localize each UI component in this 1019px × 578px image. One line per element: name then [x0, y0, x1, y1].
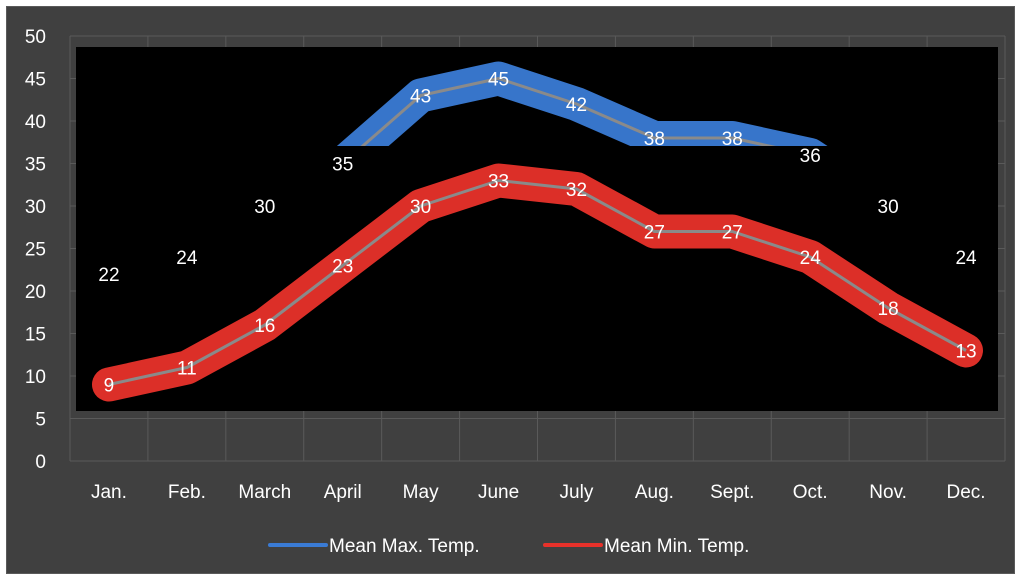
data-label: 38	[722, 129, 743, 150]
data-label: 24	[176, 248, 198, 269]
data-label: 11	[177, 359, 197, 380]
y-axis-ticks: 0 5 10 15 20 25 30 35 40 45 50	[25, 27, 46, 473]
legend-item: Mean Min. Temp.	[543, 536, 749, 557]
x-axis-ticks: Jan. Feb. March April May June July Aug. Sept. Oc…	[91, 482, 986, 503]
y-tick-label: 50	[25, 27, 46, 48]
data-label: 22	[98, 265, 119, 286]
data-label: 18	[878, 299, 899, 320]
y-tick-label: 0	[35, 452, 46, 473]
data-label: 24	[955, 248, 977, 269]
x-tick-label: Feb.	[168, 482, 206, 503]
data-label: 30	[878, 197, 899, 218]
y-tick-label: 10	[25, 367, 46, 388]
data-label: 16	[254, 316, 275, 337]
data-label: 30	[254, 197, 275, 218]
data-label: 24	[800, 248, 822, 269]
x-tick-label: Aug.	[635, 482, 674, 503]
legend: Mean Max. Temp. Mean Min. Temp.	[268, 536, 749, 557]
y-tick-label: 15	[25, 325, 46, 346]
x-tick-label: Oct.	[793, 482, 828, 503]
x-tick-label: Jan.	[91, 482, 127, 503]
y-tick-label: 35	[25, 155, 46, 176]
data-label: 27	[644, 223, 665, 244]
y-tick-label: 20	[25, 282, 46, 303]
series-1	[92, 163, 983, 402]
x-tick-label: Dec.	[947, 482, 986, 503]
y-tick-label: 5	[35, 410, 46, 431]
series-line	[360, 77, 776, 146]
x-tick-label: April	[324, 482, 362, 503]
x-tick-label: Nov.	[869, 482, 907, 503]
y-tick-label: 30	[25, 197, 46, 218]
y-tick-label: 45	[25, 70, 46, 91]
y-tick-label: 40	[25, 112, 46, 133]
x-tick-label: July	[560, 482, 594, 503]
data-label: 42	[566, 95, 587, 116]
x-tick-label: June	[478, 482, 519, 503]
data-label: 13	[955, 342, 976, 363]
x-tick-label: Sept.	[710, 482, 754, 503]
x-tick-label: May	[403, 482, 439, 503]
legend-item: Mean Max. Temp.	[268, 536, 480, 557]
series-layer	[92, 61, 983, 402]
data-label: 43	[410, 87, 431, 108]
data-label: 33	[488, 172, 509, 193]
y-tick-label: 25	[25, 240, 46, 261]
data-label: 9	[104, 376, 115, 397]
series-line	[108, 179, 967, 386]
data-labels: 22 24 30 35 43 45 42 38 38 36 30 24 9 11 16 23 30 33 32 27 2…	[98, 70, 977, 397]
data-label: 38	[644, 129, 665, 150]
legend-label: Mean Min. Temp.	[604, 536, 749, 557]
legend-label: Mean Max. Temp.	[329, 536, 480, 557]
series-0	[336, 61, 828, 146]
data-label: 35	[332, 155, 353, 176]
data-label: 36	[800, 146, 821, 167]
data-label: 27	[722, 223, 743, 244]
data-label: 30	[410, 197, 431, 218]
data-label: 32	[566, 180, 587, 201]
x-tick-label: March	[238, 482, 291, 503]
data-label: 45	[488, 70, 509, 91]
data-label: 23	[332, 257, 353, 278]
